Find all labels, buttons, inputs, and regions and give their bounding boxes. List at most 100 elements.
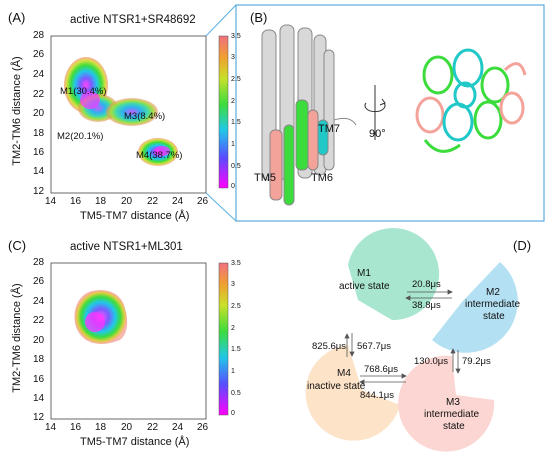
panel-c-ytick: 14 (33, 393, 45, 404)
panel-b-letter: (B) (250, 10, 268, 25)
state-m4-desc: inactive state (307, 381, 366, 392)
panel-c-cb-tick: 1.5 (231, 346, 241, 353)
panel-c-title: active NTSR1+ML301 (70, 241, 183, 253)
rotation-arrow-icon (364, 85, 386, 140)
panel-c-ytick: 20 (33, 335, 45, 346)
panel-a-cb-tick: 0 (231, 183, 235, 190)
state-label-m3: M3(8.4%) (124, 111, 166, 122)
panel-c-ytick: 28 (33, 257, 45, 268)
state-m4-shape (305, 345, 400, 441)
rate-m2-to-m1: 38.8μs (412, 300, 441, 311)
panel-c-cb-tick: 3 (231, 281, 235, 288)
zoom-line-bottom (205, 192, 237, 222)
panel-c-cb-tick: 1 (231, 368, 235, 375)
panel-a-cb-tick: 3.5 (231, 33, 241, 40)
panel-a-ytick: 24 (33, 69, 45, 80)
panel-a-title: active NTSR1+SR48692 (70, 14, 196, 26)
panel-c-xtick: 18 (95, 422, 107, 433)
panel-a-xtick: 24 (172, 196, 184, 207)
panel-c-ylabel: TM2-TM6 distance (Å) (11, 283, 23, 393)
panel-a-xtick: 14 (45, 196, 57, 207)
zoom-line-top (205, 4, 237, 37)
protein-side-view (261, 24, 357, 206)
state-m2-shape (432, 262, 518, 353)
panel-a-xtick: 16 (70, 196, 82, 207)
helix-label-tm5: TM5 (254, 172, 276, 184)
state-m1-desc: active state (339, 281, 390, 292)
panel-c-ytick: 16 (33, 374, 45, 385)
panel-a-ytick: 26 (33, 49, 45, 60)
panel-c-cb-tick: 2 (231, 325, 235, 332)
panel-a-cb-tick: 2 (231, 98, 235, 105)
panel-a-ytick: 28 (33, 30, 45, 41)
panel-a-xlabel: TM5-TM7 distance (Å) (80, 210, 190, 222)
panel-a-xtick: 20 (121, 196, 133, 207)
panel-a-ylabel: TM2-TM6 distance (Å) (11, 56, 23, 166)
panel-a-cb-tick: 0.5 (231, 163, 241, 170)
rate-m3-to-m2: 79.2μs (462, 356, 491, 367)
state-diagram (305, 228, 518, 452)
panel-a-cb-tick: 1 (231, 141, 235, 148)
panel-c-xtick: 20 (121, 422, 133, 433)
panel-a-xtick: 22 (147, 196, 159, 207)
panel-a-xtick: 26 (197, 196, 209, 207)
rate-m1-to-m2: 20.8μs (412, 279, 441, 290)
panel-a-ytick: 18 (33, 128, 45, 139)
panel-a-ytick: 22 (33, 89, 45, 100)
panel-c-xtick: 26 (197, 422, 209, 433)
panel-c-ytick: 12 (33, 412, 45, 423)
state-label-m4: M4(38.7%) (136, 150, 183, 161)
state-m4-name: M4 (337, 368, 351, 379)
rate-m2-to-m3: 130.0μs (414, 356, 448, 367)
panel-c-ytick: 18 (33, 354, 45, 365)
state-m2-desc-1: intermediate (465, 299, 521, 310)
protein-top-view (415, 48, 527, 153)
panel-c-colorbar (218, 262, 229, 416)
panel-a-ytick: 14 (33, 166, 45, 177)
helix-label-tm7: TM7 (318, 123, 340, 135)
panel-a-ytick: 12 (33, 186, 45, 197)
state-m2-name: M2 (486, 287, 500, 298)
panel-c-density (74, 290, 128, 344)
panel-c-xtick: 14 (45, 422, 57, 433)
rate-m1-to-m4: 567.7μs (357, 341, 391, 352)
state-m2-desc-2: state (483, 311, 505, 322)
state-m3-desc-1: intermediate (424, 409, 480, 420)
helix-label-tm6: TM6 (311, 172, 333, 184)
panel-c-ytick: 26 (33, 276, 45, 287)
panel-c-ytick: 24 (33, 296, 45, 307)
state-m3-shape (398, 355, 495, 452)
panel-a-ytick: 16 (33, 147, 45, 158)
panel-a-cb-tick: 1.5 (231, 119, 241, 126)
panel-c-axes (50, 262, 207, 420)
rate-m4-to-m3: 768.6μs (364, 364, 398, 375)
panel-a-cb-tick: 3 (231, 54, 235, 61)
panel-c-cb-tick: 0.5 (231, 390, 241, 397)
panel-c-xtick: 16 (70, 422, 82, 433)
state-m1-name: M1 (357, 268, 371, 279)
panel-c-xtick: 24 (172, 422, 184, 433)
panel-c-xlabel: TM5-TM7 distance (Å) (80, 436, 190, 448)
panel-c-ytick: 22 (33, 315, 45, 326)
state-m3-desc-2: state (443, 421, 465, 432)
panel-a-xtick: 18 (95, 196, 107, 207)
state-m3-name: M3 (446, 397, 460, 408)
panel-c-cb-tick: 0 (231, 410, 235, 417)
state-m1-shape (348, 228, 440, 321)
panel-a-ytick: 20 (33, 108, 45, 119)
panel-b-frame (235, 4, 545, 222)
panel-c-cb-tick: 3.5 (231, 260, 241, 267)
rate-m4-to-m1: 825.6μs (312, 341, 346, 352)
panel-a-colorbar (218, 35, 229, 189)
rate-m3-to-m4: 844.1μs (360, 390, 394, 401)
panel-c-xtick: 22 (147, 422, 159, 433)
state-label-m1: M1(30.4%) (60, 86, 107, 97)
panel-c-letter: (C) (8, 238, 27, 253)
panel-a-cb-tick: 2.5 (231, 76, 241, 83)
panel-d-letter: (D) (513, 238, 532, 253)
panel-a-density (64, 57, 178, 166)
panel-c-cb-tick: 2.5 (231, 303, 241, 310)
state-label-m2: M2(20.1%) (57, 131, 104, 142)
rotation-label: 90° (369, 128, 386, 140)
